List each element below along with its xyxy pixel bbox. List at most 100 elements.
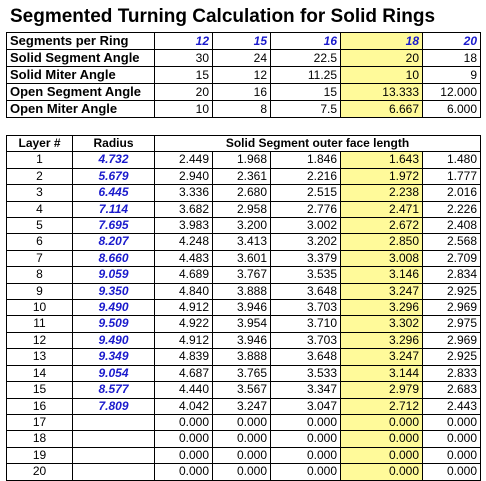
segment-count-cell[interactable]: 15 [212,32,271,50]
face-length-cell[interactable]: 2.958 [212,200,271,219]
face-length-cell[interactable]: 2.833 [422,364,481,383]
face-length-cell[interactable]: 3.567 [212,381,271,399]
radius-cell[interactable]: 9.509 [72,315,155,333]
face-length-cell[interactable]: 2.969 [422,331,481,350]
layer-number-cell[interactable]: 18 [6,430,73,448]
face-length-cell[interactable]: 1.777 [422,167,481,186]
face-length-cell[interactable]: 3.247 [212,397,271,415]
summary-value-cell[interactable]: 16 [212,83,271,101]
face-length-cell[interactable]: 3.946 [212,331,271,350]
face-length-cell[interactable]: 2.834 [422,266,481,284]
face-length-cell[interactable]: 2.680 [212,184,271,202]
summary-value-cell[interactable]: 22.5 [270,49,341,67]
radius-cell[interactable]: 9.054 [72,364,155,383]
radius-cell[interactable] [72,446,155,465]
face-length-cell[interactable]: 1.972 [340,167,423,186]
radius-cell[interactable]: 9.490 [72,299,155,317]
face-length-cell[interactable]: 3.710 [270,315,341,333]
face-length-cell[interactable]: 0.000 [270,446,341,465]
face-length-cell[interactable]: 3.247 [340,282,423,301]
face-length-cell[interactable]: 3.336 [154,184,213,202]
face-length-cell[interactable]: 3.888 [212,282,271,301]
summary-value-cell[interactable]: 18 [422,49,481,67]
face-length-cell[interactable]: 2.672 [340,217,423,235]
face-length-cell[interactable]: 3.002 [270,217,341,235]
summary-value-cell[interactable]: 10 [340,66,423,84]
face-length-cell[interactable]: 2.683 [422,381,481,399]
face-length-cell[interactable]: 0.000 [212,446,271,465]
face-length-cell[interactable]: 0.000 [422,430,481,448]
face-length-cell[interactable]: 3.601 [212,249,271,268]
face-length-cell[interactable]: 3.247 [340,348,423,366]
face-length-cell[interactable]: 2.975 [422,315,481,333]
radius-cell[interactable]: 9.349 [72,348,155,366]
face-length-cell[interactable]: 4.840 [154,282,213,301]
face-length-cell[interactable]: 1.968 [212,151,271,169]
face-length-cell[interactable]: 0.000 [270,413,341,432]
radius-cell[interactable]: 9.490 [72,331,155,350]
face-length-cell[interactable]: 2.361 [212,167,271,186]
layer-number-cell[interactable]: 7 [6,249,73,268]
summary-value-cell[interactable]: 8 [212,100,271,118]
face-length-cell[interactable]: 0.000 [154,430,213,448]
summary-value-cell[interactable]: 20 [154,83,213,101]
layer-number-cell[interactable]: 17 [6,413,73,432]
layer-number-cell[interactable]: 16 [6,397,73,415]
face-length-cell[interactable]: 0.000 [340,463,423,481]
radius-cell[interactable]: 7.695 [72,217,155,235]
face-length-cell[interactable]: 3.347 [270,381,341,399]
radius-cell[interactable]: 7.114 [72,200,155,219]
face-length-cell[interactable]: 3.888 [212,348,271,366]
face-length-cell[interactable]: 3.703 [270,299,341,317]
face-length-cell[interactable]: 3.533 [270,364,341,383]
face-length-cell[interactable]: 4.687 [154,364,213,383]
face-length-cell[interactable]: 3.946 [212,299,271,317]
layer-number-cell[interactable]: 8 [6,266,73,284]
face-length-cell[interactable]: 4.248 [154,233,213,251]
face-length-cell[interactable]: 0.000 [422,463,481,481]
face-length-cell[interactable]: 4.912 [154,299,213,317]
radius-cell[interactable]: 5.679 [72,167,155,186]
face-length-cell[interactable]: 0.000 [422,413,481,432]
summary-value-cell[interactable]: 10 [154,100,213,118]
summary-value-cell[interactable]: 11.25 [270,66,341,84]
segment-count-cell[interactable]: 12 [154,32,213,50]
radius-cell[interactable]: 4.732 [72,151,155,169]
radius-cell[interactable]: 8.660 [72,249,155,268]
face-length-cell[interactable]: 0.000 [270,430,341,448]
face-length-cell[interactable]: 3.200 [212,217,271,235]
radius-cell[interactable]: 8.577 [72,381,155,399]
face-length-cell[interactable]: 0.000 [422,446,481,465]
summary-value-cell[interactable]: 6.000 [422,100,481,118]
face-length-cell[interactable]: 0.000 [154,413,213,432]
face-length-cell[interactable]: 3.302 [340,315,423,333]
face-length-cell[interactable]: 0.000 [270,463,341,481]
radius-cell[interactable] [72,430,155,448]
face-length-cell[interactable]: 2.940 [154,167,213,186]
face-length-cell[interactable]: 2.449 [154,151,213,169]
face-length-cell[interactable]: 2.925 [422,348,481,366]
face-length-cell[interactable]: 3.648 [270,348,341,366]
radius-cell[interactable] [72,413,155,432]
face-length-cell[interactable]: 0.000 [340,430,423,448]
face-length-cell[interactable]: 2.408 [422,217,481,235]
face-length-cell[interactable]: 4.483 [154,249,213,268]
layer-number-cell[interactable]: 19 [6,446,73,465]
summary-value-cell[interactable]: 6.667 [340,100,423,118]
face-length-cell[interactable]: 2.979 [340,381,423,399]
layer-number-cell[interactable]: 6 [6,233,73,251]
face-length-cell[interactable]: 2.016 [422,184,481,202]
layer-number-cell[interactable]: 3 [6,184,73,202]
face-length-cell[interactable]: 0.000 [154,446,213,465]
layer-number-cell[interactable]: 1 [6,151,73,169]
face-length-cell[interactable]: 1.846 [270,151,341,169]
layer-number-cell[interactable]: 20 [6,463,73,481]
radius-cell[interactable]: 9.059 [72,266,155,284]
face-length-cell[interactable]: 1.480 [422,151,481,169]
face-length-cell[interactable]: 4.042 [154,397,213,415]
face-length-cell[interactable]: 4.912 [154,331,213,350]
face-length-cell[interactable]: 3.648 [270,282,341,301]
face-length-cell[interactable]: 3.047 [270,397,341,415]
face-length-cell[interactable]: 3.703 [270,331,341,350]
layer-number-cell[interactable]: 13 [6,348,73,366]
